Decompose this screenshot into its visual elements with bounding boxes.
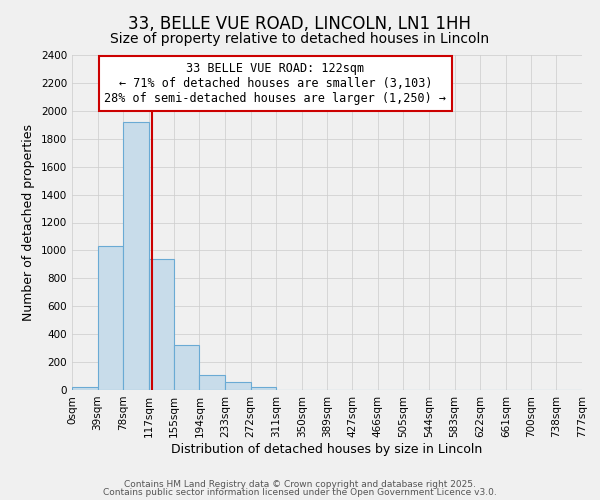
Bar bbox=[251, 386, 276, 390]
Text: Contains HM Land Registry data © Crown copyright and database right 2025.: Contains HM Land Registry data © Crown c… bbox=[124, 480, 476, 489]
Bar bbox=[199, 376, 225, 390]
Bar bbox=[72, 387, 98, 390]
Bar bbox=[149, 259, 174, 390]
Bar bbox=[225, 382, 251, 390]
Bar bbox=[98, 246, 123, 390]
Y-axis label: Number of detached properties: Number of detached properties bbox=[22, 124, 35, 321]
Bar bbox=[174, 346, 199, 390]
X-axis label: Distribution of detached houses by size in Lincoln: Distribution of detached houses by size … bbox=[172, 442, 482, 456]
Bar bbox=[123, 122, 149, 390]
Text: 33, BELLE VUE ROAD, LINCOLN, LN1 1HH: 33, BELLE VUE ROAD, LINCOLN, LN1 1HH bbox=[128, 15, 472, 33]
Text: 33 BELLE VUE ROAD: 122sqm
← 71% of detached houses are smaller (3,103)
28% of se: 33 BELLE VUE ROAD: 122sqm ← 71% of detac… bbox=[104, 62, 446, 105]
Text: Size of property relative to detached houses in Lincoln: Size of property relative to detached ho… bbox=[110, 32, 490, 46]
Text: Contains public sector information licensed under the Open Government Licence v3: Contains public sector information licen… bbox=[103, 488, 497, 497]
